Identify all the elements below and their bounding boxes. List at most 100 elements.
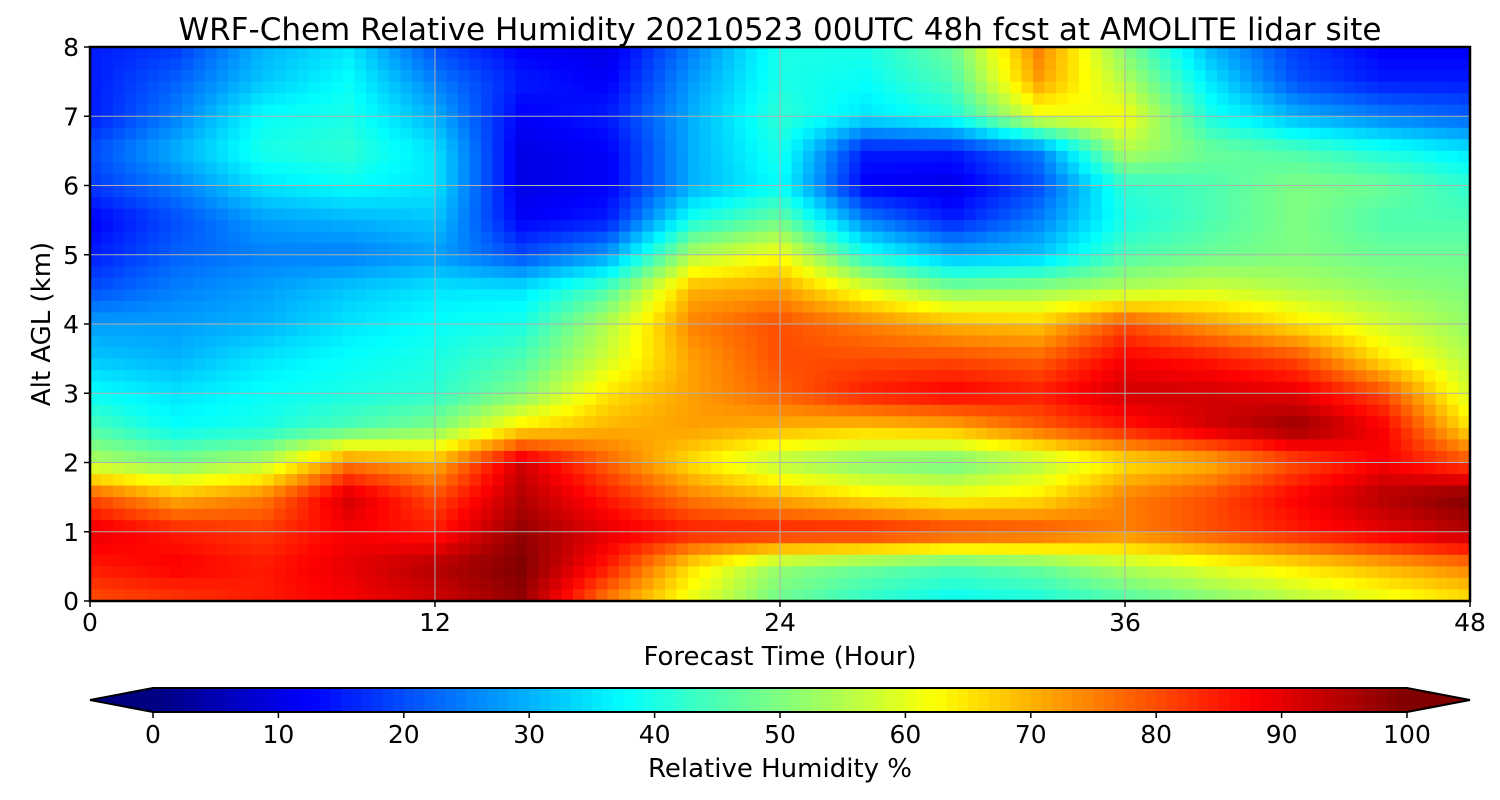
- heatmap-cell: [918, 70, 931, 83]
- heatmap-cell: [423, 208, 436, 221]
- heatmap-cell: [1182, 474, 1195, 487]
- heatmap-cell: [837, 416, 850, 429]
- heatmap-cell: [987, 277, 1000, 290]
- heatmap-cell: [1286, 439, 1299, 452]
- heatmap-cell: [262, 185, 275, 198]
- heatmap-cell: [998, 150, 1011, 164]
- heatmap-cell: [975, 427, 988, 441]
- heatmap-cell: [1366, 370, 1379, 383]
- heatmap-cell: [722, 335, 735, 348]
- heatmap-cell: [1297, 324, 1310, 337]
- heatmap-cell: [745, 266, 758, 279]
- heatmap-cell: [757, 462, 770, 475]
- heatmap-cell: [1366, 485, 1379, 498]
- heatmap-cell: [285, 427, 298, 441]
- heatmap-cell: [1113, 450, 1126, 464]
- heatmap-cell: [630, 47, 643, 60]
- heatmap-cell: [159, 312, 172, 325]
- heatmap-cell: [492, 104, 505, 117]
- heatmap-cell: [1056, 462, 1069, 475]
- heatmap-cell: [1320, 416, 1333, 429]
- heatmap-cell: [814, 393, 827, 406]
- heatmap-cell: [941, 93, 954, 106]
- heatmap-cell: [458, 520, 471, 533]
- heatmap-cell: [124, 439, 137, 452]
- heatmap-cell: [872, 462, 885, 475]
- heatmap-cell: [389, 450, 402, 464]
- heatmap-cell: [872, 300, 885, 314]
- heatmap-cell: [377, 150, 390, 164]
- heatmap-cell: [1056, 127, 1069, 140]
- heatmap-cell: [1194, 474, 1207, 487]
- heatmap-cell: [216, 58, 229, 71]
- heatmap-cell: [400, 404, 413, 417]
- heatmap-cell: [320, 520, 333, 533]
- heatmap-cell: [101, 139, 114, 152]
- heatmap-cell: [1389, 370, 1402, 383]
- heatmap-cell: [1056, 162, 1069, 175]
- heatmap-cell: [1458, 150, 1470, 164]
- heatmap-cell: [1458, 300, 1470, 314]
- heatmap-cell: [239, 116, 252, 129]
- heatmap-cell: [1251, 243, 1264, 256]
- heatmap-cell: [860, 47, 873, 60]
- heatmap-cell: [251, 520, 264, 533]
- heatmap-cell: [285, 139, 298, 152]
- heatmap-cell: [872, 508, 885, 521]
- heatmap-cell: [1217, 197, 1230, 210]
- heatmap-cell: [722, 520, 735, 533]
- heatmap-cell: [481, 485, 494, 498]
- heatmap-cell: [492, 81, 505, 94]
- heatmap-cell: [584, 416, 597, 429]
- heatmap-cell: [642, 497, 655, 510]
- heatmap-cell: [941, 277, 954, 290]
- heatmap-cell: [653, 185, 666, 198]
- heatmap-cell: [147, 393, 160, 406]
- heatmap-cell: [1033, 220, 1046, 233]
- heatmap-cell: [1424, 208, 1437, 221]
- heatmap-cell: [619, 127, 632, 140]
- heatmap-cell: [653, 439, 666, 452]
- heatmap-cell: [849, 300, 862, 314]
- heatmap-cell: [412, 116, 425, 129]
- heatmap-cell: [998, 347, 1011, 360]
- heatmap-cell: [906, 520, 919, 533]
- heatmap-cell: [377, 58, 390, 71]
- heatmap-cell: [1010, 47, 1023, 60]
- heatmap-cell: [170, 70, 183, 83]
- heatmap-cell: [331, 404, 344, 417]
- heatmap-cell: [653, 58, 666, 71]
- heatmap-cell: [170, 266, 183, 279]
- heatmap-cell: [124, 104, 137, 117]
- heatmap-cell: [837, 58, 850, 71]
- heatmap-cell: [883, 231, 896, 244]
- heatmap-cell: [1320, 150, 1333, 164]
- heatmap-cell: [1033, 300, 1046, 314]
- heatmap-cell: [1355, 404, 1368, 417]
- heatmap-cell: [1079, 47, 1092, 60]
- heatmap-cell: [573, 462, 586, 475]
- heatmap-cell: [745, 47, 758, 60]
- heatmap-cell: [596, 370, 609, 383]
- heatmap-cell: [481, 162, 494, 175]
- heatmap-cell: [745, 173, 758, 187]
- heatmap-cell: [1136, 162, 1149, 175]
- heatmap-cell: [308, 289, 321, 302]
- heatmap-cell: [515, 139, 528, 152]
- heatmap-cell: [205, 347, 218, 360]
- heatmap-cell: [941, 450, 954, 464]
- heatmap-cell: [768, 70, 781, 83]
- heatmap-cell: [676, 197, 689, 210]
- heatmap-cell: [734, 81, 747, 94]
- heatmap-cell: [1240, 439, 1253, 452]
- heatmap-cell: [343, 104, 356, 117]
- heatmap-cell: [941, 58, 954, 71]
- heatmap-cell: [1056, 289, 1069, 302]
- heatmap-cell: [193, 439, 206, 452]
- heatmap-cell: [354, 70, 367, 83]
- heatmap-cell: [262, 289, 275, 302]
- heatmap-cell: [814, 47, 827, 60]
- heatmap-cell: [1136, 139, 1149, 152]
- heatmap-cell: [987, 416, 1000, 429]
- heatmap-cell: [1102, 150, 1115, 164]
